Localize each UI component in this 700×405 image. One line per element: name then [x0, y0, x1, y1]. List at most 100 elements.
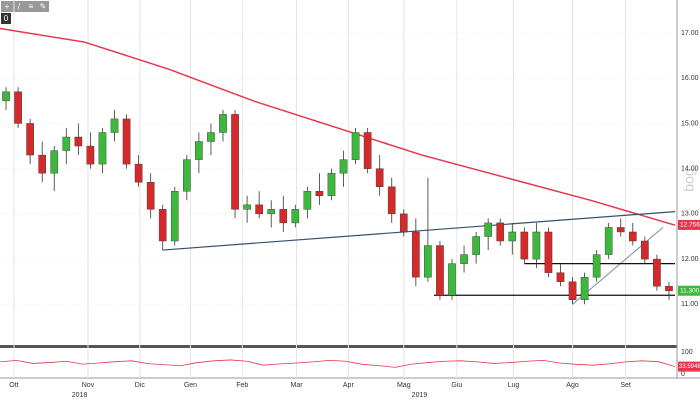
- candle-body: [399, 213, 408, 233]
- candle-body: [170, 191, 179, 242]
- candle-body: [327, 172, 336, 196]
- candle-body: [592, 254, 601, 278]
- candle-body: [98, 132, 107, 165]
- candle-body: [616, 227, 625, 233]
- indicator-tick-label: 100: [681, 349, 693, 356]
- candle-body: [484, 222, 492, 237]
- candle-body: [62, 136, 71, 151]
- candle-body: [195, 141, 203, 160]
- candle-body: [568, 281, 577, 300]
- candle-body: [375, 168, 384, 187]
- counter: 0: [4, 14, 9, 23]
- candle-body: [146, 182, 155, 210]
- candle-body: [183, 159, 191, 192]
- candle-body: [26, 123, 34, 156]
- x-tick-label: Nov: [82, 382, 95, 389]
- candle-body: [496, 222, 505, 242]
- price-tag: [678, 219, 700, 230]
- candle-body: [436, 245, 444, 296]
- candle-body: [14, 91, 22, 124]
- moving-average: [0, 27, 676, 226]
- candle-body: [134, 163, 143, 183]
- candle-body: [38, 154, 47, 174]
- y-tick-label: 13.00: [681, 211, 699, 218]
- indicator-tick-label: 0: [681, 371, 685, 378]
- candle-body: [243, 204, 251, 210]
- x-tick-label: Ott: [9, 382, 18, 389]
- candle-body: [86, 145, 95, 165]
- candle-body: [351, 132, 360, 160]
- candle-body: [387, 186, 396, 215]
- candle-body: [158, 209, 167, 242]
- panel-separator: [0, 345, 677, 348]
- x-tick-label: Lug: [508, 382, 520, 389]
- price-tag-label: 11.300: [680, 287, 700, 294]
- counter-bg: [1, 13, 11, 24]
- candle-body: [472, 236, 480, 255]
- tool-button[interactable]: ≡: [29, 2, 34, 11]
- candle-body: [291, 209, 300, 224]
- y-tick-label: 15.00: [681, 120, 699, 127]
- tool-button[interactable]: +: [5, 2, 10, 11]
- trend-line: [162, 211, 676, 251]
- candle-body: [50, 150, 59, 174]
- candle-body: [207, 132, 215, 142]
- x-tick-label: Mag: [397, 382, 411, 389]
- toolbar: + / ≡ ✎ 0: [1, 1, 49, 24]
- candle-body: [339, 159, 348, 174]
- tool-button[interactable]: /: [18, 2, 21, 11]
- candle-body: [460, 254, 468, 264]
- candle-body: [641, 240, 649, 260]
- x-tick-label: Ago: [566, 382, 579, 389]
- x-tick-label: Apr: [343, 382, 355, 389]
- candle-body: [544, 231, 553, 273]
- candle-body: [74, 136, 83, 147]
- x-tick-label: Set: [620, 382, 631, 389]
- y-tick-label: 11.00: [681, 301, 698, 308]
- candle-body: [412, 231, 420, 278]
- y-tick-label: 14.00: [681, 166, 699, 173]
- x-tick-label: Gen: [184, 382, 197, 389]
- candle-body: [653, 258, 661, 287]
- candle-body: [219, 114, 227, 133]
- candle-body: [279, 209, 288, 224]
- toolbar-bg: [1, 1, 49, 12]
- candle-body: [2, 91, 10, 102]
- indicator-tag-label: 33.5948: [679, 364, 700, 370]
- tool-button[interactable]: ✎: [40, 2, 47, 11]
- candle-body: [231, 114, 239, 210]
- candle-body: [580, 276, 589, 300]
- indicator-line: [0, 359, 676, 368]
- watermark: bog: [681, 168, 697, 191]
- candle-body: [315, 191, 324, 196]
- candle-body: [508, 231, 517, 242]
- candle-body: [665, 286, 673, 291]
- candle-body: [110, 118, 119, 133]
- y-tick-label: 12.00: [681, 256, 699, 263]
- candle-body: [363, 132, 372, 169]
- y-tick-label: 17.00: [681, 30, 699, 37]
- price-tag-label: 12.756: [680, 222, 700, 229]
- indicator-tag: [678, 361, 700, 372]
- candle-body: [122, 118, 131, 165]
- x-tick-label: Dic: [135, 382, 146, 389]
- price-tag: [678, 285, 700, 296]
- x-tick-label: Mar: [290, 382, 303, 389]
- x-tick-label: Giu: [451, 382, 462, 389]
- candle-body: [532, 231, 541, 260]
- candle-body: [424, 245, 432, 278]
- candle-body: [448, 263, 456, 296]
- year-label: 2018: [72, 392, 88, 399]
- candle-body: [255, 204, 263, 215]
- candle-body: [303, 191, 312, 210]
- candle-body: [267, 209, 276, 215]
- y-tick-label: 16.00: [681, 75, 699, 82]
- candle-body: [604, 227, 613, 255]
- candle-body: [628, 231, 637, 242]
- candle-body: [556, 272, 565, 282]
- x-tick-label: Feb: [236, 382, 248, 389]
- year-label: 2019: [412, 392, 428, 399]
- candle-body: [520, 231, 529, 260]
